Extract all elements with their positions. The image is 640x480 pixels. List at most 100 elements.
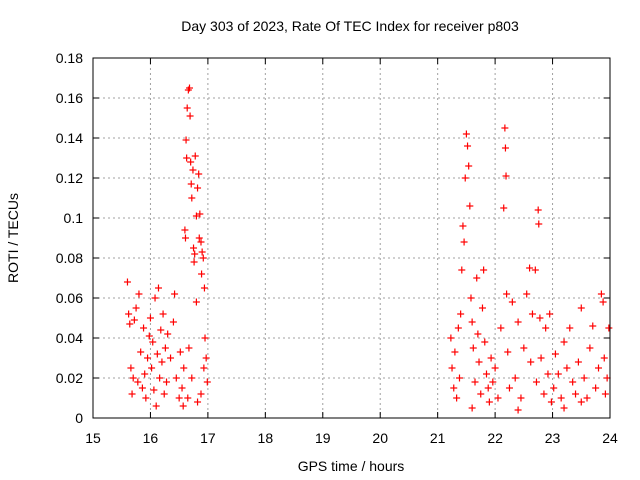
data-point [129,374,137,382]
data-point [202,354,210,362]
data-point [148,364,156,372]
data-point [141,370,149,378]
data-point [181,226,189,234]
data-point [586,344,594,352]
data-point [595,364,603,372]
data-point [560,338,568,346]
data-point [203,378,211,386]
data-point [475,358,483,366]
data-point [540,390,548,398]
data-point [454,324,462,332]
data-point [448,364,456,372]
axis-ticks [92,57,611,419]
data-point [159,310,167,318]
data-point [134,378,142,386]
data-point [474,330,482,338]
data-point [589,322,597,330]
data-point [537,354,545,362]
data-point [186,84,194,92]
y-axis-label: ROTI / TECUs [5,193,21,283]
data-point [469,344,477,352]
data-point [489,378,497,386]
data-point [188,194,196,202]
data-point [126,320,134,328]
data-point [190,258,198,266]
y-tick-label: 0.16 [56,90,83,106]
data-point [194,398,202,406]
data-point [127,364,135,372]
data-point [514,318,522,326]
data-point [191,250,199,258]
data-point [153,350,161,358]
x-tick-label: 21 [430,430,446,446]
data-point [167,354,175,362]
data-point [186,112,194,120]
y-tick-label: 0.06 [56,290,83,306]
data-point [482,370,490,378]
data-point [132,304,140,312]
data-point [481,338,489,346]
x-tick-label: 19 [315,430,331,446]
data-point [514,406,522,414]
data-point [477,390,485,398]
data-point [467,294,475,302]
data-point [535,220,543,228]
data-point [526,264,534,272]
data-point [200,364,208,372]
data-point [142,394,150,402]
data-point [187,180,195,188]
data-point [484,384,492,392]
data-point [149,338,157,346]
data-point [528,310,536,318]
data-point [455,374,463,382]
data-point [574,358,582,366]
data-point [182,136,190,144]
data-point [577,304,585,312]
data-point [583,394,591,402]
plot-frame [92,57,611,419]
data-point [183,104,191,112]
data-point [502,172,510,180]
data-point [158,358,166,366]
data-point [196,210,204,218]
data-point [566,324,574,332]
data-point [156,374,164,382]
data-point [447,334,455,342]
data-point [171,290,179,298]
data-point [572,390,580,398]
data-point [453,394,461,402]
data-point [511,374,519,382]
data-point [480,266,488,274]
data-point [550,384,558,392]
data-point [536,314,544,322]
data-point [600,354,608,362]
y-tick-label: 0.08 [56,250,83,266]
data-point [123,278,131,286]
x-tick-label: 15 [85,430,101,446]
y-tick-label: 0 [75,410,83,426]
data-point [125,310,133,318]
x-tick-label: 16 [143,430,159,446]
data-point [164,330,172,338]
y-tick-label: 0.12 [56,170,83,186]
y-tick-label: 0.04 [56,330,83,346]
data-point [466,202,474,210]
y-tick-label: 0.18 [56,50,83,66]
data-point [505,384,513,392]
data-point [191,152,199,160]
data-points [123,84,613,414]
data-point [531,266,539,274]
data-point [554,370,562,378]
data-point [183,154,191,162]
data-point [560,404,568,412]
data-point [169,318,177,326]
data-point [464,142,472,150]
data-point [459,222,467,230]
x-tick-label: 17 [200,430,216,446]
data-point [152,402,160,410]
data-point [504,348,512,356]
data-point [201,334,209,342]
data-point [599,298,607,306]
data-point [130,316,138,324]
data-point [457,310,465,318]
